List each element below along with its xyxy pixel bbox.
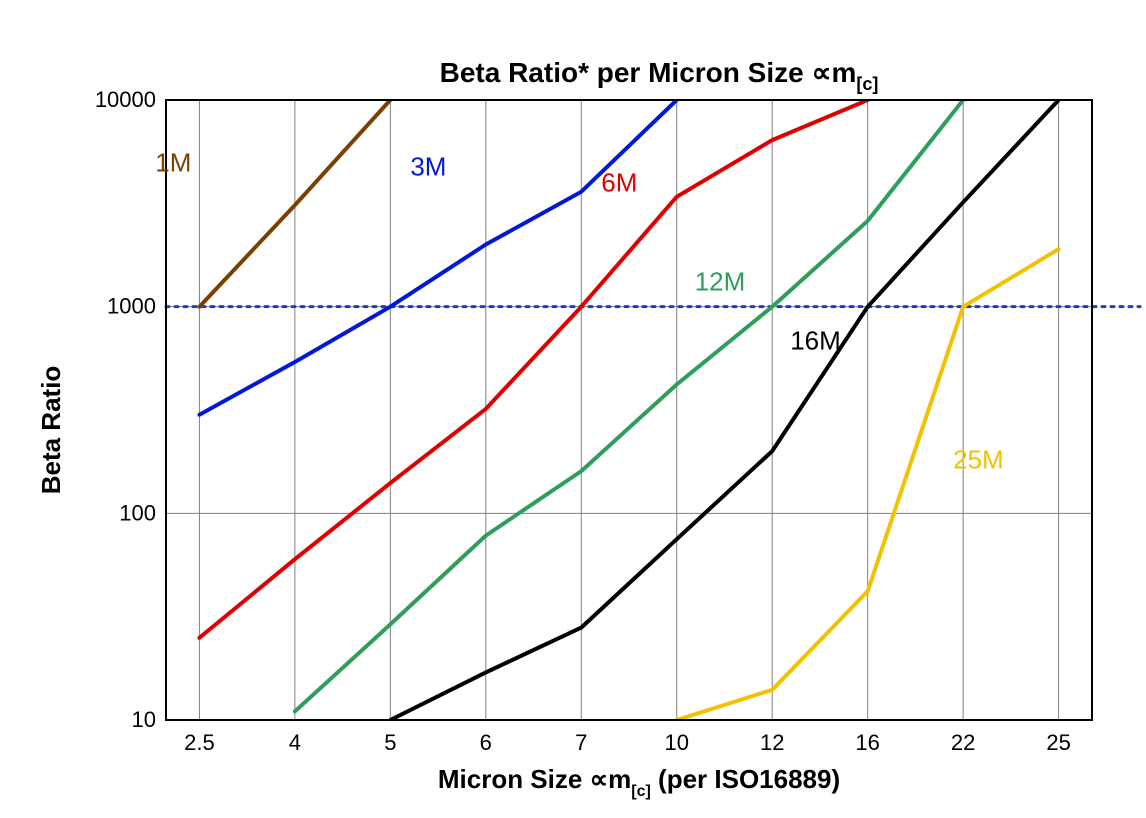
x-tick-label: 6 <box>480 730 492 755</box>
chart-svg: 1M 3M 6M 12M 16M 25M 10 100 1000 10000 2.5 4 5 6 7 10 12… <box>0 0 1146 818</box>
series-label-25M: 25M <box>953 444 1004 474</box>
beta-ratio-chart: 1M 3M 6M 12M 16M 25M 10 100 1000 10000 2.5 4 5 6 7 10 12… <box>0 0 1146 818</box>
x-tick-label: 2.5 <box>184 730 215 755</box>
x-tick-label: 12 <box>760 730 784 755</box>
x-tick-label: 5 <box>384 730 396 755</box>
y-axis-label: Beta Ratio <box>36 366 66 495</box>
x-tick-label: 4 <box>289 730 301 755</box>
series-label-3M: 3M <box>410 152 446 182</box>
y-tick-label: 10 <box>132 707 156 732</box>
x-tick-label: 7 <box>575 730 587 755</box>
x-tick-label: 25 <box>1046 730 1070 755</box>
y-tick-label: 100 <box>119 500 156 525</box>
series-label-6M: 6M <box>601 168 637 198</box>
series-label-1M: 1M <box>155 148 191 178</box>
chart-title: Beta Ratio* per Micron Size ∝m[c] <box>440 57 879 94</box>
y-tick-label: 1000 <box>107 294 156 319</box>
series-label-12M: 12M <box>695 266 746 296</box>
x-tick-label: 22 <box>951 730 975 755</box>
x-tick-label: 10 <box>664 730 688 755</box>
x-axis-label: Micron Size ∝m[c] (per ISO16889) <box>438 764 840 800</box>
x-tick-label: 16 <box>855 730 879 755</box>
series-label-16M: 16M <box>790 326 841 356</box>
y-tick-label: 10000 <box>95 87 156 112</box>
